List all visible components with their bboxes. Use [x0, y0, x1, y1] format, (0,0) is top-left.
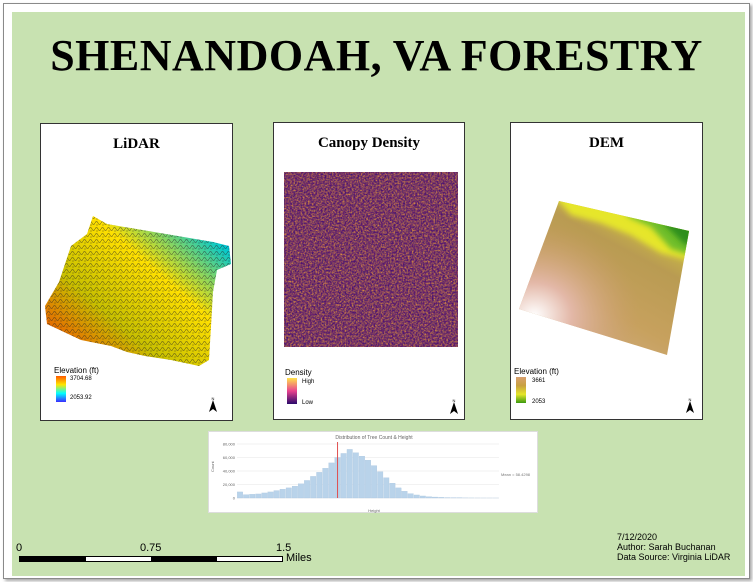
- lidar-panel-title: LiDAR: [113, 136, 160, 152]
- histogram-bar: [255, 493, 262, 499]
- scale-bar: [19, 556, 283, 562]
- lidar-map: [45, 216, 231, 366]
- lidar-legend-low: 2053.92: [70, 395, 92, 401]
- canopy-legend-high: High: [302, 379, 315, 385]
- histogram-bar: [389, 483, 396, 499]
- lidar-panel: LiDAR Elevation (ft) 3704.68 2053.92: [40, 123, 233, 421]
- canopy-panel-title: Canopy Density: [317, 135, 421, 151]
- dem-legend-ramp: [516, 377, 526, 403]
- histogram-bar: [298, 483, 304, 499]
- histogram-bar: [407, 493, 414, 499]
- histogram-bar: [285, 487, 292, 499]
- histogram-bar: [413, 494, 420, 499]
- lidar-legend-ramp: [56, 376, 66, 402]
- map-date: 7/12/2020: [617, 532, 658, 542]
- scale-label-mid: 0.75: [140, 542, 162, 554]
- north-arrow-icon: N: [209, 397, 217, 412]
- dem-legend-high: 3661: [532, 378, 546, 384]
- map-source: Data Source: Virginia LiDAR: [617, 552, 731, 562]
- histogram-bar: [419, 495, 426, 499]
- y-tick-label: 20,000: [223, 482, 236, 487]
- north-label: N: [453, 399, 456, 403]
- histogram-bar: [273, 490, 280, 499]
- north-label: N: [212, 397, 215, 401]
- y-axis-label: Count: [210, 460, 215, 472]
- lidar-surface: [45, 216, 231, 366]
- dem-panel-title: DEM: [589, 135, 624, 151]
- histogram-bar: [371, 465, 377, 499]
- map-author: Author: Sarah Buchanan: [617, 542, 716, 552]
- histogram-bar: [243, 494, 250, 499]
- scale-label-0: 0: [16, 542, 23, 554]
- north-arrow-icon: N: [450, 399, 458, 414]
- map-title: SHENANDOAH, VA FORESTRY: [50, 31, 703, 80]
- histogram-bar: [291, 486, 298, 499]
- scale-label-max: 1.5: [276, 542, 292, 554]
- histogram-bar: [432, 496, 438, 499]
- histogram-bar: [438, 497, 445, 499]
- histogram-bar: [340, 453, 347, 499]
- chart-title: Distribution of Tree Count & Height: [335, 435, 413, 441]
- canopy-legend-ramp: [287, 378, 297, 404]
- histogram-svg: Distribution of Tree Count & Height 80,00…: [210, 435, 531, 513]
- histogram-bar: [383, 477, 390, 499]
- tree-height-histogram: Distribution of Tree Count & Height 80,00…: [208, 431, 538, 513]
- lidar-legend-high: 3704.68: [70, 376, 92, 382]
- histogram-bar: [365, 460, 371, 499]
- x-axis-label: Height: [368, 508, 380, 513]
- map-info: 7/12/2020 Author: Sarah Buchanan Data So…: [617, 532, 730, 562]
- y-tick-label: 40,000: [223, 469, 236, 474]
- canopy-map: [284, 172, 458, 347]
- y-tick-label: 60,000: [223, 455, 236, 460]
- histogram-bar: [279, 489, 286, 499]
- mean-label: Mean = 58.4298: [501, 472, 531, 477]
- canopy-panel: Canopy Density Density High Low N: [273, 122, 465, 420]
- dem-legend-low: 2053: [532, 399, 546, 405]
- canopy-legend-title: Density: [285, 368, 312, 377]
- dem-legend-title: Elevation (ft): [514, 367, 559, 376]
- north-arrow-icon: N: [686, 398, 694, 413]
- histogram-bar: [401, 491, 408, 499]
- histogram-bar: [316, 472, 323, 499]
- histogram-bar: [346, 449, 353, 499]
- lidar-legend-title: Elevation (ft): [54, 366, 99, 375]
- y-tick-label: 80,000: [223, 442, 236, 447]
- histogram-bar: [377, 471, 384, 499]
- canopy-legend-low: Low: [302, 400, 314, 406]
- histogram-bar: [395, 487, 402, 499]
- dem-map: [519, 201, 689, 355]
- histogram-bar: [352, 452, 359, 499]
- histogram-bar: [304, 480, 310, 499]
- histogram-bar: [328, 462, 335, 499]
- histogram-bar: [261, 492, 268, 499]
- north-label: N: [689, 398, 692, 402]
- histogram-bar: [426, 496, 432, 499]
- scale-unit: Miles: [286, 552, 312, 564]
- histogram-bar: [322, 468, 329, 499]
- histogram-bar: [237, 491, 243, 499]
- histogram-bar: [359, 455, 365, 499]
- y-tick-label: 0: [233, 496, 236, 501]
- histogram-bar: [267, 491, 274, 499]
- dem-surface: [519, 201, 689, 355]
- histogram-bar: [249, 494, 256, 499]
- histogram-bar: [310, 476, 317, 499]
- dem-panel: DEM Elevation (f: [510, 122, 703, 420]
